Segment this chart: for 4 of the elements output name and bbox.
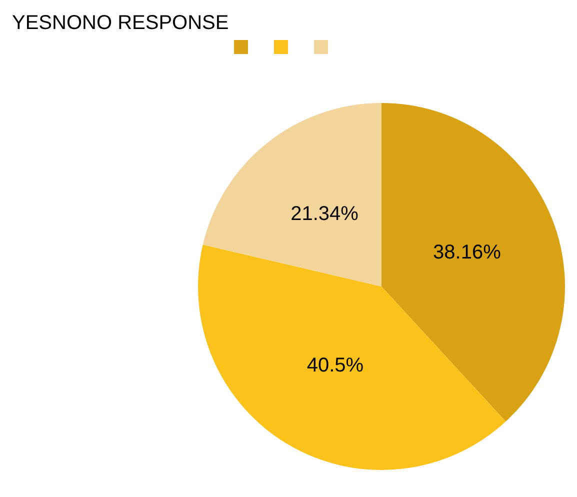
data-label: 21.34%: [290, 203, 359, 226]
chart-title: YESNONO RESPONSE: [12, 12, 229, 35]
data-label: 38.16%: [433, 242, 502, 264]
data-label: 40.5%: [306, 354, 364, 376]
